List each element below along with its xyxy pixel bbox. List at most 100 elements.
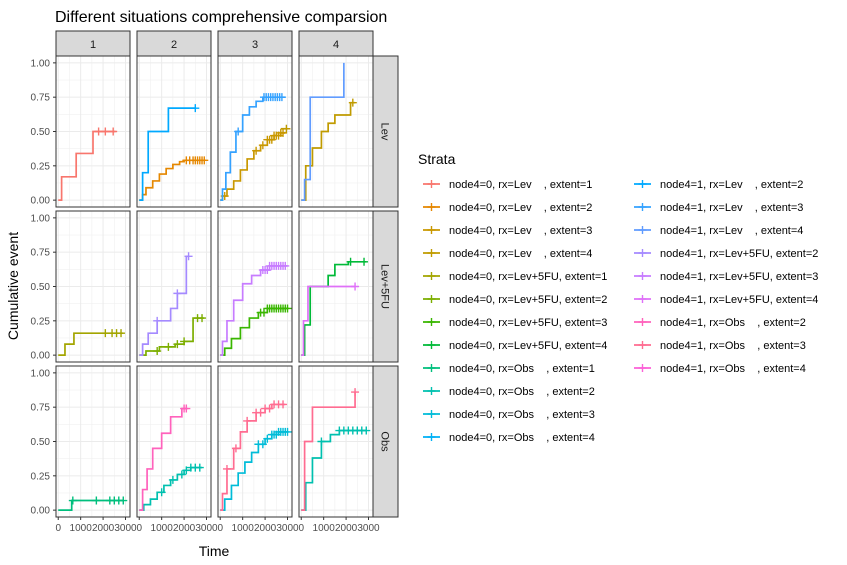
series-9-lev-5fu-2 — [139, 314, 207, 356]
censor-mark — [258, 141, 267, 150]
legend-item-18: node4=1, rx=Obs , extent=2 — [634, 317, 806, 329]
legend-label: node4=0, rx=Obs , extent=1 — [449, 363, 595, 375]
legend-key-mark — [427, 318, 436, 326]
panel-border — [298, 210, 374, 363]
censor-mark — [191, 104, 200, 113]
step-line — [139, 159, 205, 201]
series-2-lev-2 — [139, 104, 200, 201]
y-tick-label: 0.00 — [31, 506, 51, 517]
step-line — [301, 392, 356, 511]
x-tick-label: 0 — [217, 523, 223, 534]
censor-mark — [279, 400, 288, 409]
x-tick-label: 2000 — [173, 523, 196, 534]
legend-key-mark — [638, 341, 647, 349]
censor-mark — [360, 257, 369, 266]
y-tick-label: 0.00 — [31, 196, 51, 207]
legend-key-mark — [638, 249, 647, 257]
panel-border — [136, 55, 212, 208]
row-strip-obs — [372, 365, 399, 518]
censor-mark — [195, 463, 204, 472]
column-strip-label-1: 1 — [90, 39, 96, 51]
panel-border — [298, 55, 374, 208]
panel-border — [217, 55, 293, 208]
series-16-obs-2 — [139, 463, 204, 511]
legend-key-mark — [638, 364, 647, 372]
censor-mark — [157, 488, 166, 497]
legend-label: node4=0, rx=Lev+5FU, extent=2 — [449, 294, 607, 306]
x-tick-label: 3000 — [276, 523, 299, 534]
censor-mark — [117, 329, 126, 338]
legend-label: node4=1, rx=Lev+5FU, extent=2 — [660, 248, 818, 260]
censor-mark — [256, 408, 265, 417]
column-strip-label-3: 3 — [252, 39, 258, 51]
y-tick-label: 0.00 — [31, 351, 51, 362]
legend-item-7: node4=0, rx=Lev+5FU, extent=4 — [423, 340, 607, 352]
legend-key-mark — [427, 341, 436, 349]
legend-item-3: node4=0, rx=Lev , extent=4 — [423, 248, 592, 260]
censor-mark — [265, 404, 274, 413]
x-axis-title: Time — [199, 543, 230, 559]
y-tick-label: 0.75 — [31, 248, 51, 259]
column-strip-1 — [55, 30, 131, 57]
legend-key-mark — [427, 272, 436, 280]
x-tick-label: 1000 — [70, 523, 93, 534]
legend-item-15: node4=1, rx=Lev+5FU, extent=2 — [634, 248, 818, 260]
censor-mark — [200, 156, 209, 165]
censor-mark — [198, 314, 207, 323]
series-3-lev-3 — [220, 128, 288, 201]
x-tick-label: 2000 — [335, 523, 358, 534]
panel-lev-4 — [299, 56, 373, 207]
legend-key-mark — [427, 433, 436, 441]
legend: Strata node4=0, rx=Lev , extent=1 node4=0… — [418, 151, 818, 444]
legend-item-11: node4=0, rx=Obs , extent=4 — [423, 432, 595, 444]
y-tick-label: 0.75 — [31, 93, 51, 104]
censor-mark — [346, 257, 355, 266]
step-line — [58, 130, 116, 201]
step-line — [58, 332, 124, 356]
panel-obs-1 — [56, 366, 130, 517]
panel-border — [298, 365, 374, 518]
y-tick-label: 0.50 — [31, 437, 51, 448]
censor-mark — [109, 127, 118, 136]
censor-mark — [231, 444, 240, 453]
column-strip-label-4: 4 — [333, 39, 339, 51]
legend-key-mark — [427, 364, 436, 372]
panel-obs-3 — [218, 366, 292, 517]
panel-border — [217, 210, 293, 363]
censor-mark — [92, 496, 101, 505]
x-tick-label: 3000 — [114, 523, 137, 534]
chart-title: Different situations comprehensive compa… — [55, 9, 387, 26]
series-4-lev-3 — [280, 124, 291, 133]
censor-mark — [101, 329, 110, 338]
series-20-obs-4 — [301, 426, 371, 511]
censor-mark — [173, 340, 182, 349]
legend-item-12: node4=1, rx=Lev , extent=2 — [634, 179, 803, 191]
censor-mark — [180, 337, 189, 346]
legend-key-mark — [427, 410, 436, 418]
censor-mark — [173, 289, 182, 298]
panel-border — [136, 365, 212, 518]
censor-mark — [153, 347, 162, 356]
censor-mark — [317, 437, 326, 446]
row-strip-lev-5fu — [372, 210, 399, 363]
legend-title: Strata — [418, 151, 456, 167]
censor-mark — [351, 282, 360, 291]
panel-obs-2 — [137, 366, 211, 517]
series-17-obs-2 — [139, 404, 191, 511]
series-8-lev-5fu-1 — [58, 329, 126, 356]
censor-mark — [164, 342, 173, 351]
row-strip-label-lev-5fu: Lev+5FU — [379, 264, 391, 309]
legend-item-17: node4=1, rx=Lev+5FU, extent=4 — [634, 294, 818, 306]
censor-mark — [234, 127, 243, 136]
legend-label: node4=0, rx=Lev , extent=4 — [449, 248, 592, 260]
censor-mark — [259, 308, 268, 317]
censor-mark — [243, 416, 252, 425]
x-tick-label: 3000 — [195, 523, 218, 534]
panels-group: 1 2 3 4 Lev Lev+5FU Obs 0.00 0.25 0.50 0.75 1.00 0.0… — [31, 30, 399, 534]
censor-mark — [101, 127, 110, 136]
step-line — [301, 62, 345, 201]
censor-mark — [281, 261, 290, 270]
censor-mark — [362, 426, 371, 435]
y-tick-label: 0.50 — [31, 282, 51, 293]
